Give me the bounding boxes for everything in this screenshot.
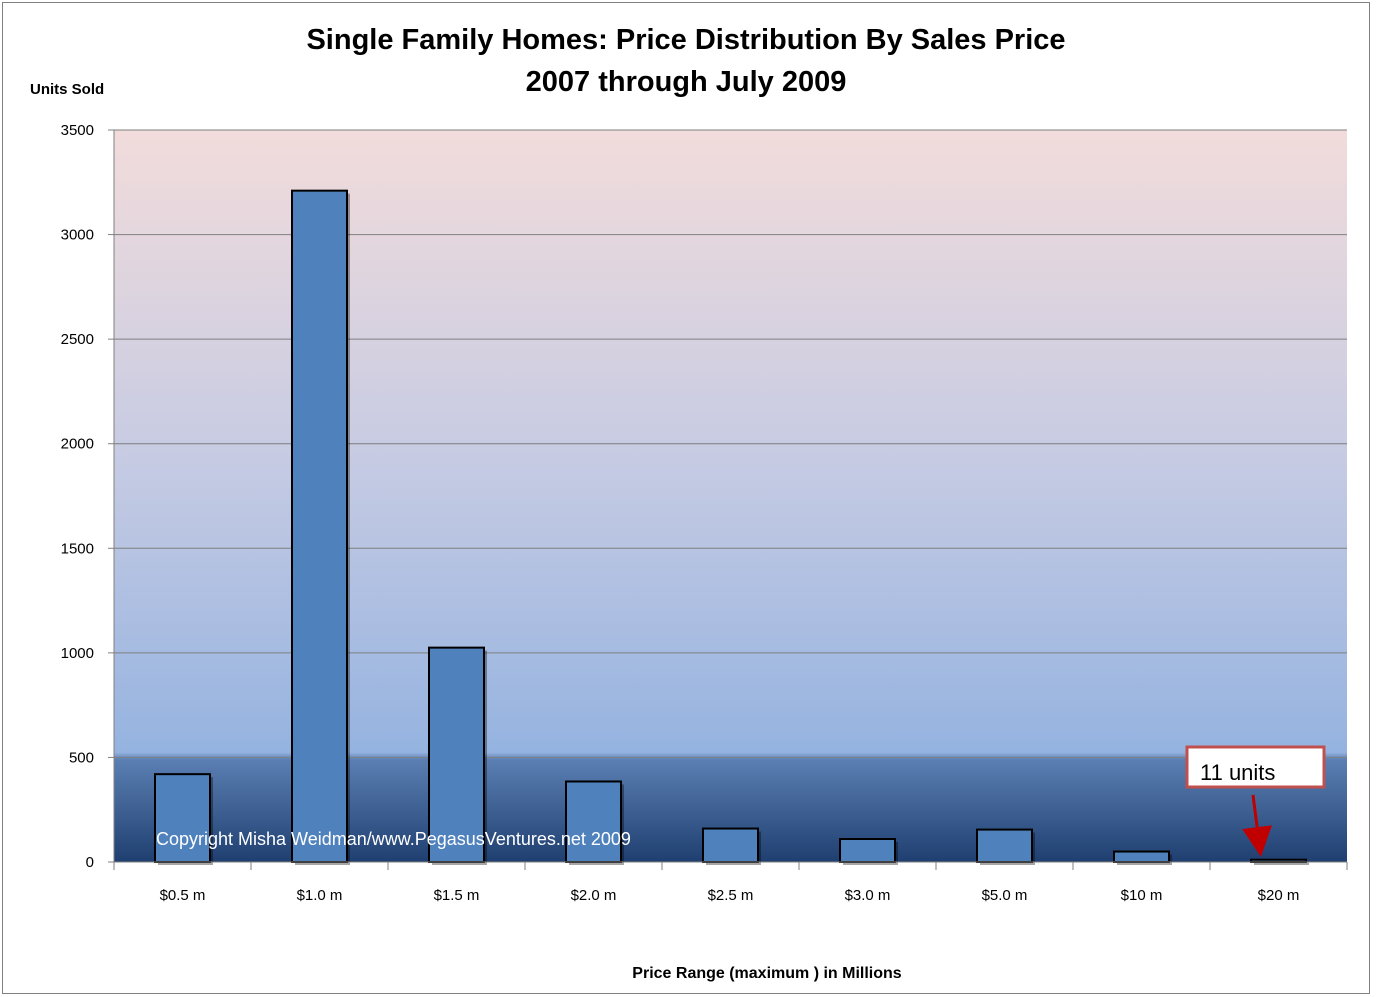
x-tick-label: $5.0 m bbox=[982, 887, 1028, 904]
y-tick-label: 2500 bbox=[61, 331, 94, 348]
x-axis-label: Price Range (maximum ) in Millions bbox=[632, 965, 902, 982]
y-tick-label: 3500 bbox=[61, 122, 94, 139]
bar bbox=[565, 780, 622, 863]
bar bbox=[976, 828, 1033, 864]
x-tick-label: $3.0 m bbox=[845, 887, 891, 904]
annotation-text: 11 units bbox=[1200, 760, 1275, 785]
y-axis-ticks: 0 500 1000 1500 2000 2500 3000 3500 bbox=[61, 122, 114, 871]
bar-shadow bbox=[1254, 862, 1309, 865]
x-tick-label: $1.5 m bbox=[434, 887, 480, 904]
y-tick-label: 1000 bbox=[61, 645, 94, 662]
y-tick-label: 500 bbox=[69, 749, 94, 766]
annotation-arrow bbox=[1242, 794, 1272, 857]
bar bbox=[1113, 850, 1170, 863]
x-tick-label: $20 m bbox=[1258, 887, 1300, 904]
bar bbox=[839, 837, 896, 863]
copyright-watermark: Copyright Misha Weidman/www.PegasusVentu… bbox=[156, 829, 631, 849]
y-tick-label: 2000 bbox=[61, 436, 94, 453]
y-tick-label: 3000 bbox=[61, 227, 94, 244]
bar bbox=[291, 189, 348, 863]
x-tick-label: $2.5 m bbox=[708, 887, 754, 904]
y-tick-label: 1500 bbox=[61, 540, 94, 557]
bar bbox=[428, 646, 485, 864]
x-tick-label: $0.5 m bbox=[160, 887, 206, 904]
y-axis-label: Units Sold bbox=[30, 81, 105, 98]
bars bbox=[154, 189, 1309, 865]
x-tick-label: $2.0 m bbox=[571, 887, 617, 904]
bar bbox=[702, 827, 759, 864]
x-axis-ticks: $0.5 m $1.0 m $1.5 m $2.0 m $2.5 m $3.0 m $5.0… bbox=[113, 862, 1348, 904]
chart-subtitle: 2007 through July 2009 bbox=[525, 66, 847, 98]
annotation-box bbox=[1185, 745, 1326, 789]
y-tick-label: 0 bbox=[86, 854, 94, 871]
x-tick-label: $1.0 m bbox=[297, 887, 343, 904]
x-tick-label: $10 m bbox=[1121, 887, 1163, 904]
annotation: 11 units bbox=[1185, 745, 1326, 857]
chart-title: Single Family Homes: Price Distribution … bbox=[306, 24, 1066, 56]
